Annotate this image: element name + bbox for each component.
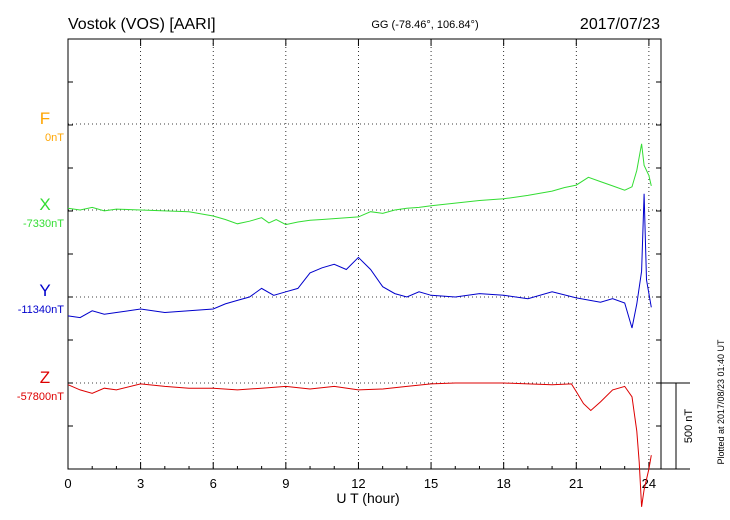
series-label-y: Y xyxy=(39,281,50,300)
baseline-label-f: 0nT xyxy=(45,132,64,144)
x-tick-label: 6 xyxy=(210,476,217,491)
series-label-z: Z xyxy=(40,368,50,387)
x-tick-label: 3 xyxy=(137,476,144,491)
scale-bar xyxy=(661,382,690,470)
x-tick-label: 12 xyxy=(351,476,365,491)
series-label-x: X xyxy=(39,195,50,214)
series-line-x xyxy=(67,143,652,226)
chart-date: 2017/07/23 xyxy=(580,16,660,33)
plotted-at-note: Plotted at 2017/08/23 01:40 UT xyxy=(716,339,726,465)
series-lines xyxy=(67,143,652,507)
x-axis-label: U T (hour) xyxy=(336,490,399,506)
x-tick-label: 18 xyxy=(496,476,510,491)
baseline-label-x: -7330nT xyxy=(23,218,64,230)
station-title: Vostok (VOS) [AARI] xyxy=(68,16,216,33)
series-label-f: F xyxy=(40,109,50,128)
station-coordinates: GG (-78.46°, 106.84°) xyxy=(371,19,478,31)
plot-frame xyxy=(67,38,662,470)
x-tick-label: 21 xyxy=(569,476,583,491)
x-tick-label: 9 xyxy=(282,476,289,491)
scale-bar-label: 500 nT xyxy=(683,409,695,444)
x-tick-label: 15 xyxy=(424,476,438,491)
grid xyxy=(68,39,661,469)
series-line-y xyxy=(67,193,652,329)
baseline-label-z: -57800nT xyxy=(17,391,64,403)
x-tick-label: 0 xyxy=(64,476,71,491)
x-tick-labels: 0 3 6 9 12 15 18 21 24 xyxy=(64,476,656,491)
series-line-z xyxy=(67,382,652,507)
axis-ticks xyxy=(67,38,661,470)
x-tick-label: 24 xyxy=(642,476,656,491)
baseline-label-y: -11340nT xyxy=(18,304,65,316)
